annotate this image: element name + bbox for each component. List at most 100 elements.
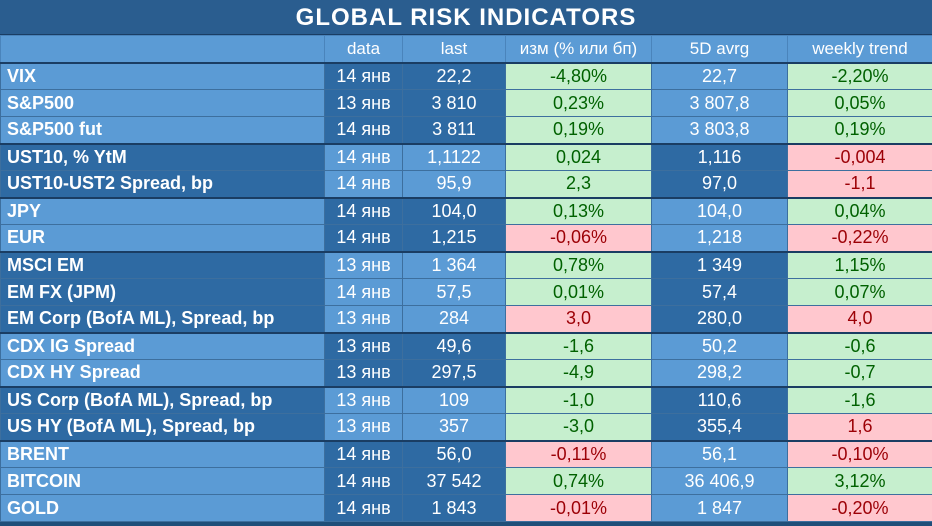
indicator-change: -1,0: [505, 385, 652, 414]
indicator-name: JPY: [0, 196, 325, 225]
indicator-name: UST10-UST2 Spread, bp: [0, 170, 325, 198]
indicator-5d-avg: 50,2: [651, 331, 788, 360]
indicator-change: -3,0: [505, 413, 652, 441]
indicator-change: -0,01%: [505, 494, 652, 522]
indicator-last: 37 542: [402, 467, 506, 495]
indicator-name: BRENT: [0, 439, 325, 468]
table-row: CDX IG Spread 13 янв 49,6 -1,6 50,2 -0,6: [0, 331, 932, 360]
indicator-weekly-trend: -1,6: [787, 385, 932, 414]
indicator-date: 14 янв: [324, 439, 403, 468]
indicator-date: 14 янв: [324, 196, 403, 225]
table-row: UST10-UST2 Spread, bp 14 янв 95,9 2,3 97,0 -1…: [0, 170, 932, 198]
indicator-name: CDX HY Spread: [0, 359, 325, 387]
indicator-5d-avg: 1 847: [651, 494, 788, 522]
indicator-change: 0,23%: [505, 89, 652, 117]
indicator-last: 1 364: [402, 250, 506, 279]
indicator-last: 1,215: [402, 224, 506, 252]
indicator-5d-avg: 355,4: [651, 413, 788, 441]
indicator-date: 14 янв: [324, 170, 403, 198]
indicator-date: 13 янв: [324, 359, 403, 387]
indicator-change: -4,80%: [505, 61, 652, 90]
indicator-5d-avg: 3 807,8: [651, 89, 788, 117]
indicator-5d-avg: 280,0: [651, 305, 788, 333]
indicator-weekly-trend: -0,20%: [787, 494, 932, 522]
indicator-change: -1,6: [505, 331, 652, 360]
indicator-weekly-trend: -2,20%: [787, 61, 932, 90]
indicator-change: 0,19%: [505, 116, 652, 144]
indicator-weekly-trend: 4,0: [787, 305, 932, 333]
indicator-date: 14 янв: [324, 467, 403, 495]
indicator-change: -0,11%: [505, 439, 652, 468]
indicator-change: 0,01%: [505, 278, 652, 306]
indicator-date: 14 янв: [324, 116, 403, 144]
indicator-name: US HY (BofA ML), Spread, bp: [0, 413, 325, 441]
indicator-5d-avg: 56,1: [651, 439, 788, 468]
indicator-weekly-trend: 3,12%: [787, 467, 932, 495]
indicator-weekly-trend: 1,6: [787, 413, 932, 441]
table-row: EM FX (JPM) 14 янв 57,5 0,01% 57,4 0,07%: [0, 278, 932, 306]
indicator-weekly-trend: 0,05%: [787, 89, 932, 117]
header-last: last: [402, 35, 506, 63]
indicator-date: 13 янв: [324, 250, 403, 279]
indicator-date: 13 янв: [324, 413, 403, 441]
indicator-weekly-trend: 1,15%: [787, 250, 932, 279]
indicator-5d-avg: 36 406,9: [651, 467, 788, 495]
indicator-weekly-trend: 0,19%: [787, 116, 932, 144]
indicator-name: US Corp (BofA ML), Spread, bp: [0, 385, 325, 414]
indicator-date: 13 янв: [324, 331, 403, 360]
table-row: US Corp (BofA ML), Spread, bp 13 янв 109 -1…: [0, 385, 932, 414]
indicator-name: VIX: [0, 61, 325, 90]
table-row: BITCOIN 14 янв 37 542 0,74% 36 406,9 3,12%: [0, 467, 932, 495]
table-row: GOLD 14 янв 1 843 -0,01% 1 847 -0,20%: [0, 494, 932, 522]
table-row: EM Corp (BofA ML), Spread, bp 13 янв 284 3,…: [0, 305, 932, 333]
indicator-name: EM Corp (BofA ML), Spread, bp: [0, 305, 325, 333]
indicator-name: S&P500 fut: [0, 116, 325, 144]
indicator-weekly-trend: -0,6: [787, 331, 932, 360]
indicator-date: 13 янв: [324, 305, 403, 333]
indicators-table: data last изм (% или бп) 5D avrg weekly …: [0, 35, 932, 522]
indicator-date: 13 янв: [324, 385, 403, 414]
indicator-last: 3 810: [402, 89, 506, 117]
indicator-name: BITCOIN: [0, 467, 325, 495]
header-5d-avg: 5D avrg: [651, 35, 788, 63]
indicator-date: 14 янв: [324, 224, 403, 252]
table-row: S&P500 13 янв 3 810 0,23% 3 807,8 0,05%: [0, 89, 932, 117]
indicator-last: 104,0: [402, 196, 506, 225]
indicator-last: 357: [402, 413, 506, 441]
table-row: S&P500 fut 14 янв 3 811 0,19% 3 803,8 0,19%: [0, 116, 932, 144]
indicator-5d-avg: 3 803,8: [651, 116, 788, 144]
indicator-weekly-trend: 0,07%: [787, 278, 932, 306]
table-row: MSCI EM 13 янв 1 364 0,78% 1 349 1,15%: [0, 250, 932, 279]
table-row: JPY 14 янв 104,0 0,13% 104,0 0,04%: [0, 196, 932, 225]
table-row: VIX 14 янв 22,2 -4,80% 22,7 -2,20%: [0, 61, 932, 90]
indicator-5d-avg: 298,2: [651, 359, 788, 387]
indicator-name: UST10, % YtM: [0, 142, 325, 171]
table-row: EUR 14 янв 1,215 -0,06% 1,218 -0,22%: [0, 224, 932, 252]
indicator-date: 14 янв: [324, 61, 403, 90]
header-date: data: [324, 35, 403, 63]
header-name: [0, 35, 325, 63]
indicator-last: 3 811: [402, 116, 506, 144]
indicator-5d-avg: 97,0: [651, 170, 788, 198]
indicator-last: 284: [402, 305, 506, 333]
indicator-last: 49,6: [402, 331, 506, 360]
indicator-name: GOLD: [0, 494, 325, 522]
indicator-name: EM FX (JPM): [0, 278, 325, 306]
indicator-last: 95,9: [402, 170, 506, 198]
indicator-last: 1 843: [402, 494, 506, 522]
sheet-title: GLOBAL RISK INDICATORS: [0, 0, 932, 35]
indicator-last: 57,5: [402, 278, 506, 306]
indicator-weekly-trend: 0,04%: [787, 196, 932, 225]
indicator-5d-avg: 57,4: [651, 278, 788, 306]
indicator-weekly-trend: -0,004: [787, 142, 932, 171]
table-row: BRENT 14 янв 56,0 -0,11% 56,1 -0,10%: [0, 439, 932, 468]
indicator-date: 14 янв: [324, 494, 403, 522]
indicator-5d-avg: 1,116: [651, 142, 788, 171]
indicator-change: 2,3: [505, 170, 652, 198]
indicator-weekly-trend: -0,7: [787, 359, 932, 387]
indicator-name: S&P500: [0, 89, 325, 117]
indicator-5d-avg: 110,6: [651, 385, 788, 414]
indicator-change: 0,74%: [505, 467, 652, 495]
indicator-date: 14 янв: [324, 278, 403, 306]
